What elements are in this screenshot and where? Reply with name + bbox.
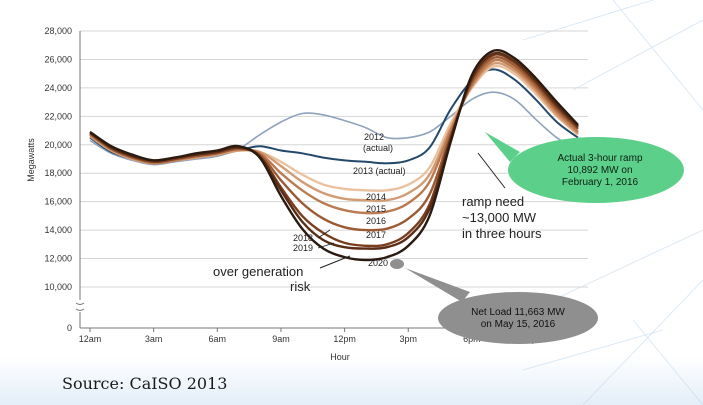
y-tick-label: 10,000 xyxy=(44,282,72,292)
net-load-chart: 0 10,000 12,000 14,000 16,000 18,000 20,000 22,… xyxy=(26,26,684,362)
x-axis-title: Hour xyxy=(330,352,350,362)
y-tick-label: 18,000 xyxy=(44,168,72,178)
y-tick-label: 22,000 xyxy=(44,111,72,121)
chart-grid xyxy=(80,30,588,288)
label-2016: 2016 xyxy=(366,216,386,226)
over-generation-line: risk xyxy=(290,279,311,294)
over-generation-line: over generation xyxy=(213,264,303,279)
x-tick-label: 6am xyxy=(209,334,227,344)
chart-series xyxy=(89,48,579,262)
label-2014: 2014 xyxy=(366,192,386,202)
net-load-line: Net Load 11,663 MW xyxy=(471,307,565,318)
source-caption: Source: CaISO 2013 xyxy=(62,374,228,393)
series-line-2020 xyxy=(89,48,579,262)
series-line-2012-actual- xyxy=(89,91,579,166)
over-generation-pointer xyxy=(319,255,351,269)
network-decoration xyxy=(522,0,703,405)
actual-ramp-line: 10,892 MW on xyxy=(567,165,632,176)
axis-break-mark xyxy=(75,302,85,311)
y-tick-label: 24,000 xyxy=(44,83,72,93)
x-tick-label: 9am xyxy=(272,334,290,344)
net-load-line: on May 15, 2016 xyxy=(481,319,556,330)
y-tick-label: 0 xyxy=(67,323,72,333)
gray-callout-bubble xyxy=(438,292,598,344)
pointer-2019 xyxy=(317,242,335,249)
y-tick-label: 16,000 xyxy=(44,197,72,207)
label-2013: 2013 (actual) xyxy=(353,166,406,176)
x-tick-label: 12am xyxy=(79,334,102,344)
actual-ramp-line: February 1, 2016 xyxy=(562,177,639,188)
green-callout-tail xyxy=(485,132,520,162)
actual-ramp-line: Actual 3-hour ramp xyxy=(557,153,642,164)
x-tick-label: 3pm xyxy=(400,334,418,344)
y-tick-label: 14,000 xyxy=(44,225,72,235)
label-2012-sub: (actual) xyxy=(363,143,393,153)
series-line-2016 xyxy=(89,58,579,215)
label-2017: 2017 xyxy=(366,230,386,240)
chart-annotations: 2012(actual) 2013 (actual) 2014 2015 2016 201… xyxy=(213,132,684,344)
y-tick-label: 26,000 xyxy=(44,54,72,64)
y-tick-label: 28,000 xyxy=(44,26,72,36)
y-axis-title: Megawatts xyxy=(26,138,36,182)
x-tick-label: 12pm xyxy=(333,334,356,344)
ramp-need-line: ~13,000 MW xyxy=(462,210,537,225)
label-2020: 2020 xyxy=(368,258,388,268)
label-2012: 2012 xyxy=(364,132,384,142)
ramp-need-pointer xyxy=(477,152,506,189)
label-2015: 2015 xyxy=(366,204,386,214)
label-2018: 2018 xyxy=(293,233,313,243)
ramp-need-line: in three hours xyxy=(462,226,542,241)
y-tick-label: 12,000 xyxy=(44,254,72,264)
ramp-need-line: ramp need xyxy=(462,194,524,209)
pointer-2018 xyxy=(317,229,331,239)
gray-callout-tail xyxy=(405,268,470,302)
y-axis-ticks: 0 10,000 12,000 14,000 16,000 18,000 20,000 22,… xyxy=(44,26,72,333)
label-2019: 2019 xyxy=(293,243,313,253)
series-line-2015 xyxy=(89,61,579,203)
green-callout-bubble xyxy=(508,137,684,203)
series-line-2018 xyxy=(89,53,579,248)
y-tick-label: 20,000 xyxy=(44,140,72,150)
net-load-marker xyxy=(390,259,404,269)
series-line-2014 xyxy=(89,64,579,192)
x-tick-label: 3am xyxy=(145,334,163,344)
